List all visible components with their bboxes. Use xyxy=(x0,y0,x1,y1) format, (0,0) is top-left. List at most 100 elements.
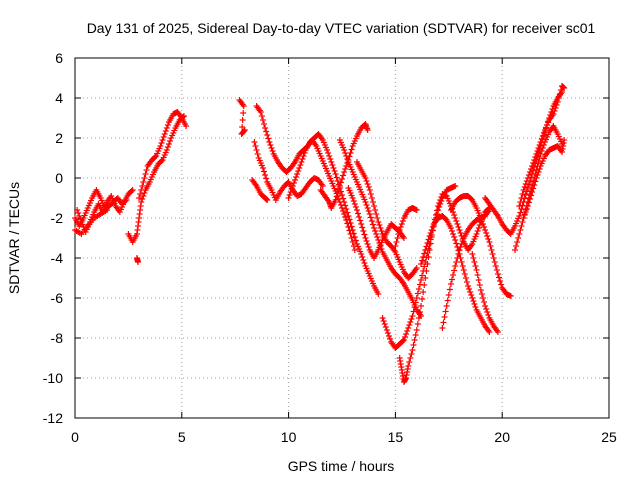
data-point xyxy=(523,188,530,195)
data-point xyxy=(332,171,339,177)
data-point xyxy=(413,327,420,333)
data-point xyxy=(485,312,492,318)
data-point xyxy=(482,227,489,233)
data-point xyxy=(520,215,527,221)
data-point xyxy=(489,251,496,257)
data-point xyxy=(457,230,464,236)
data-point xyxy=(467,289,474,295)
data-point xyxy=(369,199,376,205)
data-point xyxy=(452,183,459,189)
data-point xyxy=(377,225,384,231)
data-point xyxy=(555,95,562,101)
data-point xyxy=(475,225,482,231)
data-point xyxy=(405,363,412,369)
y-tick-label: 4 xyxy=(55,90,63,106)
data-point xyxy=(292,177,299,183)
data-point xyxy=(298,159,305,165)
data-point xyxy=(523,178,530,184)
data-point xyxy=(429,224,436,230)
data-point xyxy=(536,142,543,148)
data-point xyxy=(456,247,463,253)
data-point xyxy=(371,203,378,209)
data-point xyxy=(374,234,381,240)
data-point xyxy=(410,342,417,348)
data-point xyxy=(330,165,337,171)
data-point xyxy=(482,303,489,309)
data-point xyxy=(362,175,369,181)
data-point xyxy=(411,337,418,343)
data-point xyxy=(470,255,477,261)
data-point xyxy=(536,166,543,172)
data-point xyxy=(164,122,171,128)
data-point xyxy=(341,147,348,153)
data-point xyxy=(393,239,400,245)
data-point xyxy=(406,322,413,328)
y-tick-labels: -12 -10 -8 -6 -4 -2 0 2 4 6 xyxy=(43,50,63,426)
data-point xyxy=(553,102,560,108)
data-point xyxy=(479,221,486,227)
data-point xyxy=(452,263,459,269)
data-point xyxy=(507,293,514,299)
data-point xyxy=(443,303,450,309)
data-point xyxy=(522,192,529,198)
data-point xyxy=(550,111,557,117)
data-point xyxy=(340,195,347,202)
data-point xyxy=(167,138,174,144)
data-point xyxy=(460,267,467,273)
data-point xyxy=(362,199,369,205)
data-point xyxy=(262,172,269,178)
data-point xyxy=(424,261,431,267)
data-point xyxy=(394,235,401,241)
data-point xyxy=(340,208,347,214)
data-point xyxy=(493,267,500,273)
data-point xyxy=(413,265,420,271)
data-point xyxy=(474,272,481,278)
data-point xyxy=(351,201,358,207)
data-point xyxy=(421,263,428,270)
data-point xyxy=(372,207,379,213)
data-point xyxy=(428,227,435,233)
data-points xyxy=(72,83,568,385)
data-point xyxy=(158,140,165,146)
data-point xyxy=(358,221,365,227)
x-axis-label: GPS time / hours xyxy=(288,458,395,474)
data-point xyxy=(450,272,457,278)
data-point xyxy=(518,223,525,229)
data-point xyxy=(408,316,415,322)
data-point xyxy=(551,108,558,114)
data-point xyxy=(385,333,392,339)
data-point xyxy=(368,218,375,224)
data-point xyxy=(361,231,368,238)
data-point xyxy=(488,247,495,253)
data-point xyxy=(373,231,380,237)
data-point xyxy=(251,139,258,145)
data-point xyxy=(407,355,414,361)
data-point xyxy=(138,187,145,193)
x-tick-label: 20 xyxy=(494,429,510,445)
data-point xyxy=(487,243,494,249)
data-point xyxy=(459,238,466,244)
data-point xyxy=(138,199,145,205)
data-point xyxy=(452,237,459,243)
data-point xyxy=(415,315,422,321)
data-point xyxy=(362,235,369,241)
data-point xyxy=(476,282,483,288)
data-point xyxy=(328,159,335,165)
data-point xyxy=(494,271,501,277)
data-point xyxy=(561,85,568,91)
data-point xyxy=(344,209,351,216)
data-point xyxy=(268,145,275,151)
data-point xyxy=(450,231,457,237)
data-point xyxy=(419,272,426,279)
data-point xyxy=(458,259,465,265)
data-point xyxy=(404,328,411,334)
data-point xyxy=(532,178,539,185)
data-point xyxy=(329,162,336,168)
data-point xyxy=(342,150,349,156)
data-point xyxy=(486,329,493,335)
data-point xyxy=(346,216,353,223)
data-point xyxy=(372,228,379,234)
data-point xyxy=(455,224,462,230)
data-point xyxy=(254,151,261,157)
data-point xyxy=(369,221,376,228)
